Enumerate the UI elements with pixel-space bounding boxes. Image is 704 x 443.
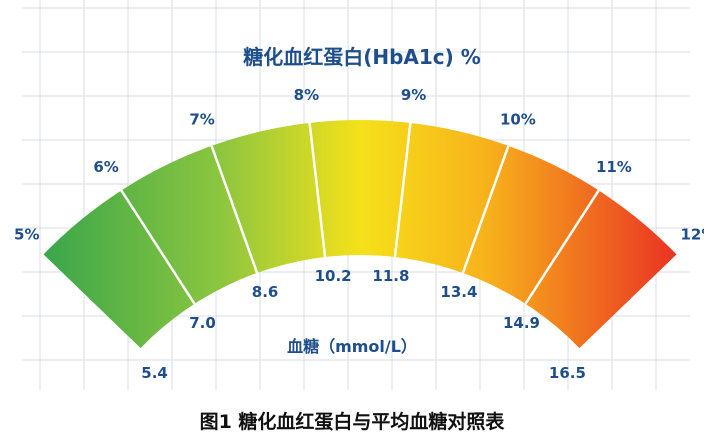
glucose-label: 7.0 [189,314,216,332]
gauge-divider [393,122,412,258]
gauge-divider [308,122,327,258]
hba1c-label: 6% [93,158,118,176]
gauge-dividers [120,122,600,305]
glucose-label: 10.2 [315,267,352,285]
hba1c-label: 8% [294,86,319,104]
figure-caption: 图1 糖化血红蛋白与平均血糖对照表 [200,410,506,433]
hba1c-label: 11% [596,158,632,176]
figure-title: 糖化血红蛋白(HbA1c) % [243,45,481,69]
hba1c-label: 12% [681,225,704,243]
hba1c-label: 7% [189,110,214,128]
hba1c-labels: 5% 6% 7% 8% 9% 10% 11% 12% [14,86,704,243]
glucose-label: 14.9 [503,314,540,332]
glucose-label: 11.8 [372,267,409,285]
glucose-label: 8.6 [252,283,279,301]
gauge-divider [524,189,600,305]
gauge-divider [120,189,196,305]
gauge-divider [210,145,259,274]
glucose-label: 13.4 [440,283,477,301]
gauge-arc [43,120,677,349]
hba1c-label: 9% [401,86,426,104]
glucose-label: 5.4 [141,364,168,382]
glucose-label: 16.5 [549,364,586,382]
glucose-unit-label: 血糖（mmol/L） [287,337,417,356]
gauge-divider [461,145,510,274]
glucose-labels: 5.4 7.0 8.6 10.2 11.8 13.4 14.9 16.5 [141,267,586,382]
hba1c-label: 5% [14,225,39,243]
hba1c-label: 10% [500,110,536,128]
